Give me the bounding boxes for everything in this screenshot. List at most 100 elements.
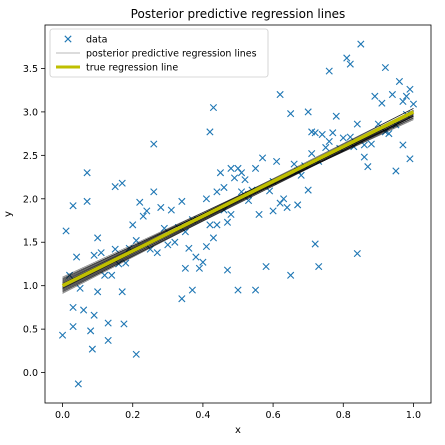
data-point bbox=[378, 99, 386, 107]
posterior-line bbox=[62, 108, 414, 285]
data-point bbox=[132, 236, 140, 245]
data-point bbox=[94, 234, 102, 242]
data-point bbox=[139, 212, 147, 220]
data-point bbox=[343, 54, 351, 62]
y-tick-label: 1.5 bbox=[23, 238, 38, 249]
data-point bbox=[311, 129, 319, 137]
y-tick-label: 0.5 bbox=[23, 325, 38, 336]
data-point bbox=[287, 110, 295, 118]
data-point bbox=[83, 169, 91, 177]
data-point bbox=[294, 201, 302, 209]
data-point bbox=[111, 245, 119, 253]
data-point bbox=[258, 154, 267, 162]
data-point bbox=[357, 40, 365, 48]
data-point bbox=[409, 100, 418, 108]
y-tick-label: 3.5 bbox=[23, 64, 38, 75]
data-point bbox=[308, 150, 316, 158]
data-point bbox=[381, 63, 389, 72]
data-point bbox=[118, 288, 126, 296]
data-point bbox=[120, 320, 128, 328]
legend-label: true regression line bbox=[86, 63, 178, 74]
data-point bbox=[230, 174, 239, 182]
data-point bbox=[192, 253, 200, 261]
data-point bbox=[150, 188, 158, 196]
data-point bbox=[269, 207, 277, 215]
data-point bbox=[202, 242, 211, 251]
data-point bbox=[280, 195, 288, 203]
data-point bbox=[329, 129, 337, 137]
data-point bbox=[251, 164, 260, 172]
data-point bbox=[234, 286, 242, 294]
x-axis: 0.0 0.2 0.4 0.6 0.8 1.0 bbox=[55, 403, 421, 421]
data-point bbox=[69, 322, 77, 331]
data-point bbox=[223, 218, 232, 226]
data-point bbox=[227, 210, 235, 219]
data-point bbox=[392, 167, 400, 175]
data-point bbox=[97, 249, 105, 257]
data-point bbox=[399, 141, 407, 149]
data-point bbox=[76, 284, 84, 292]
data-point bbox=[332, 112, 340, 120]
data-point bbox=[185, 244, 193, 252]
x-tick-label: 1.0 bbox=[406, 410, 421, 421]
data-point bbox=[304, 108, 312, 116]
data-point bbox=[353, 120, 361, 128]
data-point bbox=[388, 90, 396, 99]
data-point bbox=[395, 77, 404, 86]
plot-area bbox=[58, 40, 418, 388]
data-point bbox=[346, 60, 354, 68]
true-regression-line bbox=[61, 110, 415, 288]
legend-box bbox=[49, 28, 269, 78]
data-point bbox=[69, 202, 77, 210]
data-point bbox=[195, 264, 203, 272]
data-point bbox=[339, 134, 347, 142]
data-point bbox=[262, 262, 270, 271]
data-point bbox=[220, 183, 228, 192]
legend: data posterior predictive regression line… bbox=[49, 28, 269, 78]
data-point bbox=[108, 271, 116, 279]
data-point bbox=[255, 210, 263, 219]
y-tick-label: 1.0 bbox=[23, 281, 38, 292]
data-point bbox=[374, 120, 382, 128]
data-point bbox=[72, 253, 81, 261]
chart-title: Posterior predictive regression lines bbox=[131, 7, 346, 21]
data-point bbox=[153, 249, 161, 257]
x-axis-label: x bbox=[235, 425, 241, 436]
x-tick-label: 0.6 bbox=[266, 410, 281, 421]
data-point bbox=[311, 240, 319, 248]
data-point bbox=[209, 234, 218, 242]
y-tick-label: 0.0 bbox=[23, 368, 38, 379]
y-tick-label: 2.0 bbox=[23, 194, 38, 205]
data-point bbox=[216, 169, 225, 177]
data-point bbox=[209, 103, 218, 112]
data-point bbox=[227, 164, 235, 172]
data-point bbox=[143, 207, 151, 215]
posterior-line bbox=[62, 115, 414, 289]
data-point bbox=[206, 221, 214, 229]
data-point bbox=[287, 271, 295, 279]
data-point bbox=[399, 97, 407, 106]
data-point bbox=[167, 206, 175, 214]
data-point bbox=[129, 221, 137, 229]
data-point bbox=[111, 183, 119, 191]
data-point bbox=[132, 350, 140, 358]
data-point bbox=[104, 336, 112, 345]
data-point bbox=[406, 85, 414, 93]
data-point bbox=[290, 160, 298, 168]
data-point bbox=[178, 197, 186, 205]
data-point bbox=[188, 286, 196, 294]
data-point bbox=[273, 157, 281, 166]
data-point bbox=[364, 163, 372, 171]
y-axis: 0.0 0.5 1.0 1.5 2.0 2.5 3.0 3.5 bbox=[23, 64, 45, 379]
legend-marker-data bbox=[64, 35, 72, 43]
data-point bbox=[241, 176, 249, 184]
data-point bbox=[58, 331, 67, 339]
data-point bbox=[181, 264, 189, 272]
data-point bbox=[315, 262, 323, 271]
data-point bbox=[104, 319, 112, 327]
data-point bbox=[325, 67, 333, 75]
data-point bbox=[94, 288, 102, 296]
data-point bbox=[276, 90, 284, 99]
x-tick-label: 0.0 bbox=[55, 410, 70, 421]
